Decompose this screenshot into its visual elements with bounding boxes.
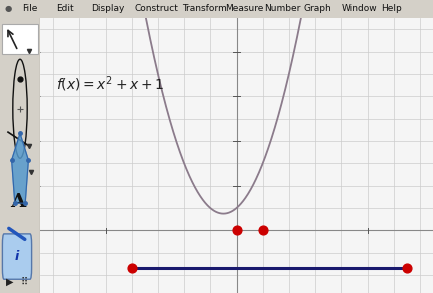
Polygon shape	[12, 134, 29, 203]
Text: File: File	[22, 4, 37, 13]
Text: Display: Display	[91, 4, 124, 13]
FancyBboxPatch shape	[2, 23, 38, 54]
Point	[403, 266, 410, 271]
Text: ⠿: ⠿	[20, 277, 28, 287]
Text: Measure: Measure	[225, 4, 264, 13]
Text: ▶: ▶	[6, 277, 14, 287]
Text: Help: Help	[381, 4, 402, 13]
Text: i: i	[15, 250, 19, 263]
Point	[259, 228, 266, 233]
Text: $\it{f}(x) = x^2 + x + 1$: $\it{f}(x) = x^2 + x + 1$	[56, 74, 164, 94]
Text: Number: Number	[264, 4, 301, 13]
Text: Graph: Graph	[303, 4, 331, 13]
Text: A: A	[10, 193, 26, 211]
Point	[233, 228, 240, 233]
Point	[128, 266, 135, 271]
Text: Transform: Transform	[182, 4, 226, 13]
Text: Construct: Construct	[134, 4, 178, 13]
FancyBboxPatch shape	[3, 234, 32, 279]
Text: Window: Window	[342, 4, 378, 13]
Text: ●: ●	[4, 4, 12, 13]
Text: Edit: Edit	[56, 4, 74, 13]
